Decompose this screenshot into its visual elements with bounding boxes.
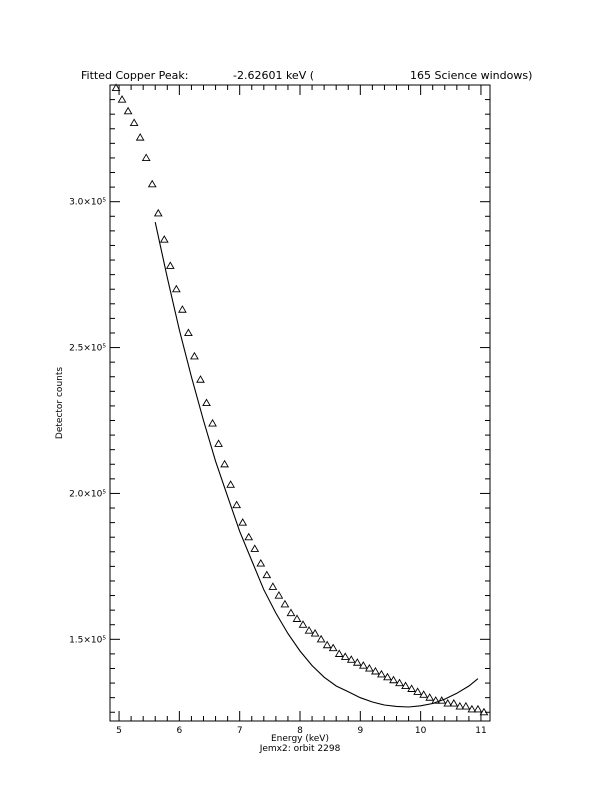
data-point — [401, 681, 410, 690]
data-point — [292, 614, 302, 622]
data-point — [159, 235, 169, 243]
data-point — [310, 628, 320, 637]
x-axis-label: Energy (keV) — [271, 734, 329, 744]
data-point — [304, 626, 314, 634]
x-tick-label: 10 — [415, 726, 427, 736]
x-tick-label: 6 — [176, 726, 182, 736]
data-markers — [111, 83, 489, 716]
fit-curve — [154, 221, 479, 708]
data-point — [135, 133, 145, 141]
data-point — [268, 582, 278, 590]
data-point — [316, 634, 326, 643]
data-point — [171, 284, 181, 293]
data-point — [111, 83, 121, 91]
data-point — [346, 655, 356, 663]
data-point — [256, 558, 266, 567]
y-axis-label: Detector counts — [55, 367, 65, 439]
data-point — [280, 599, 290, 608]
data-point — [455, 701, 465, 710]
data-point — [425, 693, 435, 701]
title-window-count: 165 Science windows) — [410, 69, 532, 82]
data-point — [371, 666, 380, 675]
data-point — [117, 95, 127, 103]
title-peak-value: -2.62601 keV ( — [233, 69, 314, 82]
axis-tick-labels: 5 6 7 8 9 10 11 1.5×10⁵ 2.0×10⁵ 2.5×10⁵ 3.0×10⁵ — [69, 198, 487, 736]
data-point — [389, 675, 398, 684]
y-tick-label: 1.5×10⁵ — [69, 635, 106, 645]
data-point — [383, 672, 392, 681]
x-tick-label: 5 — [116, 726, 122, 736]
data-point — [202, 398, 211, 407]
data-point — [467, 704, 477, 713]
data-point — [407, 684, 416, 692]
data-point — [298, 620, 308, 628]
data-point — [286, 608, 296, 617]
data-point — [322, 640, 332, 649]
data-point — [419, 690, 429, 698]
data-point — [226, 480, 236, 488]
y-tick-label: 2.5×10⁵ — [69, 344, 106, 354]
chart-title: Fitted Copper Peak: -2.62601 keV ( 165 S… — [81, 69, 532, 82]
data-point — [274, 591, 284, 599]
data-point — [184, 328, 193, 337]
data-point — [340, 652, 350, 660]
x-tick-label: 8 — [297, 726, 303, 736]
x-tick-label: 9 — [357, 726, 363, 736]
title-label: Fitted Copper Peak: — [81, 69, 188, 82]
data-point — [129, 118, 139, 126]
data-point — [473, 704, 483, 713]
data-point — [449, 698, 459, 707]
data-point — [431, 696, 441, 704]
data-point — [165, 261, 175, 269]
data-point — [395, 678, 404, 687]
data-point — [238, 518, 248, 526]
chart-subtitle: Jemx2: orbit 2298 — [259, 744, 341, 754]
data-point — [244, 532, 254, 541]
data-point — [147, 179, 157, 188]
data-point — [208, 418, 217, 427]
data-point — [262, 570, 272, 579]
data-point — [190, 351, 199, 360]
data-point — [177, 305, 187, 313]
data-point — [364, 663, 374, 672]
data-point — [377, 669, 386, 678]
data-point — [232, 500, 242, 509]
data-point — [461, 701, 471, 710]
data-point — [334, 649, 344, 657]
data-point — [479, 707, 489, 716]
x-tick-label: 11 — [475, 726, 486, 736]
y-tick-label: 2.0×10⁵ — [69, 489, 106, 499]
data-point — [443, 698, 453, 707]
data-point — [437, 696, 447, 704]
x-tick-label: 7 — [237, 726, 243, 736]
data-point — [328, 643, 338, 652]
data-point — [196, 375, 205, 383]
data-point — [123, 106, 133, 115]
data-point — [352, 658, 362, 666]
data-point — [220, 459, 229, 468]
axis-ticks — [110, 84, 490, 721]
data-point — [214, 439, 223, 447]
data-point — [153, 208, 163, 217]
data-point — [358, 661, 368, 669]
data-point — [250, 544, 260, 552]
data-point — [413, 687, 423, 695]
y-tick-label: 3.0×10⁵ — [69, 198, 106, 208]
data-point — [141, 153, 151, 161]
